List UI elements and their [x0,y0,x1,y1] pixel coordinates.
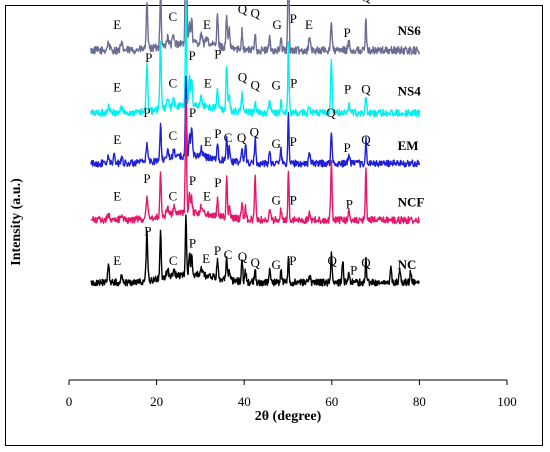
series-line-ncf [90,98,421,225]
peak-label: P [143,171,150,186]
peak-label: C [224,130,233,145]
peak-label: G [271,193,280,208]
sample-label-ns4: NS4 [398,83,422,98]
x-axis-title: 2θ (degree) [255,409,322,424]
sample-label-ns6: NS6 [398,23,422,38]
peak-label: P [290,76,297,91]
x-tick-label: 0 [66,394,73,409]
peak-label: P [214,243,221,258]
peak-label: Q [238,249,248,264]
sample-label-em: EM [398,138,419,153]
peak-label: Q [250,77,260,92]
peak-label: C [168,128,177,143]
x-ticks: 0 20 40 60 80 100 [66,380,517,409]
peak-label: Q [238,70,248,85]
x-tick-label: 40 [238,394,251,409]
peak-label: P [344,25,351,40]
peak-label: P [290,11,297,26]
peak-label: Q [361,132,371,147]
peak-label: Q [326,105,336,120]
x-tick-label: 100 [497,394,517,409]
peak-label: Q [361,0,371,5]
figure-frame [5,5,543,446]
peak-label: P [188,48,195,63]
x-tick-label: 20 [150,394,163,409]
peak-label: E [113,79,121,94]
x-tick-label: 80 [413,394,426,409]
peak-label: P [189,105,196,120]
peak-label: P [350,263,357,278]
peak-label: P [144,224,151,239]
peak-label: C [224,247,233,262]
peak-label: E [113,17,121,32]
peak-label: Q [361,81,371,96]
peak-label: E [113,253,121,268]
peak-label: Q [250,124,260,139]
x-tick-label: 60 [325,394,338,409]
peak-label: P [346,196,353,211]
peak-label: G [272,17,281,32]
sample-label-ncf: NCF [398,195,425,210]
peak-label: Q [237,130,247,145]
peak-label: E [305,17,313,32]
y-axis-title: Intensity (a.u.) [9,178,24,266]
peak-label: Q [328,253,338,268]
peak-label: Q [361,255,371,270]
peak-label: E [203,189,211,204]
peak-label: G [271,136,280,151]
peak-label: C [168,76,177,91]
series-layer [90,0,421,287]
peak-label: P [289,253,296,268]
series-line-nc [90,214,421,287]
series-line-ns4 [90,0,421,118]
peak-label: E [113,189,121,204]
peak-label: P [143,105,150,120]
peak-label: P [344,140,351,155]
peak-label: P [145,50,152,65]
peak-label: E [203,17,211,32]
peak-label: E [113,132,121,147]
peak-label: E [204,76,212,91]
peak-label: Q [250,5,260,20]
peak-label: C [168,9,177,24]
peak-label: E [204,134,212,149]
sample-label-layer: NS6 NS4 EM NCF NC [398,23,425,272]
series-line-em [90,75,421,168]
peak-label: P [290,134,297,149]
peak-label: Q [250,255,260,270]
peak-label: G [271,257,280,272]
peak-label: P [189,173,196,188]
peak-label: P [214,126,221,141]
peak-label: Q [238,1,248,16]
peak-label: C [168,189,177,204]
peak-label: E [202,251,210,266]
plot-area: QQPQPPCQQECEQQGPEPPPPECEQQGPPQPPQECEPCQQ… [66,0,517,409]
peak-label: P [214,175,221,190]
peak-label: P [189,235,196,250]
peak-label-layer: QQPQPPCQQECEQQGPEPPPPECEQQGPPQPPQECEPCQQ… [113,0,371,278]
peak-label: G [271,77,280,92]
series-line-ns6 [90,0,421,55]
sample-label-nc: NC [398,257,417,272]
peak-label: P [344,81,351,96]
peak-label: P [214,46,221,61]
peak-label: C [169,253,178,268]
peak-label: P [290,193,297,208]
